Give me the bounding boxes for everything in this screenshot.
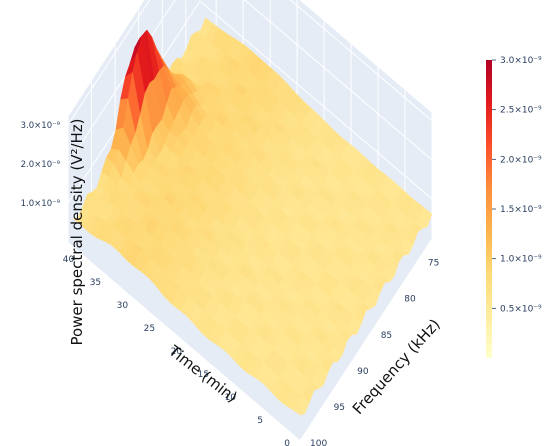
z-axis-label: Power spectral density (V²/Hz) xyxy=(68,118,86,345)
colorbar-tick-label: 1.5×10⁻⁹ xyxy=(500,205,542,215)
grid-line-psd xyxy=(67,0,433,126)
y-tick-label: 5 xyxy=(257,416,263,426)
y-tick-label: 35 xyxy=(90,278,101,288)
colorbar-tick-label: 0.5×10⁻⁹ xyxy=(500,304,542,314)
psd-ticks: 1.0×10⁻⁹ 2.0×10⁻⁹ 3.0×10⁻⁹ xyxy=(21,121,61,209)
colorbar-gradient xyxy=(486,60,492,358)
x-tick-label: 75 xyxy=(428,259,439,269)
x-tick-label: 95 xyxy=(334,403,345,413)
colorbar-tick-label: 2.0×10⁻⁹ xyxy=(500,155,542,165)
frequency-ticks: 75 80 85 90 95 100 xyxy=(310,259,439,446)
surface-cell xyxy=(419,207,433,227)
y-tick-label: 40 xyxy=(63,255,75,265)
x-tick-label: 80 xyxy=(404,295,416,305)
surface-mesh xyxy=(72,17,433,416)
y-tick-label: 15 xyxy=(198,370,209,380)
y-tick-label: 20 xyxy=(171,347,183,357)
y-tick-label: 10 xyxy=(225,393,237,403)
grid-line-psd xyxy=(67,0,433,204)
colorbar: 0.5×10⁻⁹ 1.0×10⁻⁹ 1.5×10⁻⁹ 2.0×10⁻⁹ 2.5×10⁻⁹… xyxy=(486,56,542,358)
colorbar-ticks: 0.5×10⁻⁹ 1.0×10⁻⁹ 1.5×10⁻⁹ 2.0×10⁻⁹ 2.5×10⁻⁹… xyxy=(492,56,542,314)
y-tick-label: 30 xyxy=(117,301,129,311)
z-tick-label: 2.0×10⁻⁹ xyxy=(21,160,61,170)
y-tick-label: 0 xyxy=(284,439,290,446)
colorbar-tick-label: 3.0×10⁻⁹ xyxy=(500,56,542,66)
x-tick-label: 85 xyxy=(381,331,392,341)
x-tick-label: 90 xyxy=(357,367,369,377)
y-tick-label: 25 xyxy=(144,324,155,334)
z-tick-label: 3.0×10⁻⁹ xyxy=(21,121,61,131)
x-tick-label: 100 xyxy=(310,439,327,446)
colorbar-tick-label: 1.0×10⁻⁹ xyxy=(500,255,542,265)
time-ticks: 0 5 10 15 20 25 30 35 40 xyxy=(63,255,291,446)
grid-line-psd xyxy=(67,0,433,165)
z-tick-label: 1.0×10⁻⁹ xyxy=(21,199,61,209)
colorbar-tick-label: 2.5×10⁻⁹ xyxy=(500,106,542,116)
